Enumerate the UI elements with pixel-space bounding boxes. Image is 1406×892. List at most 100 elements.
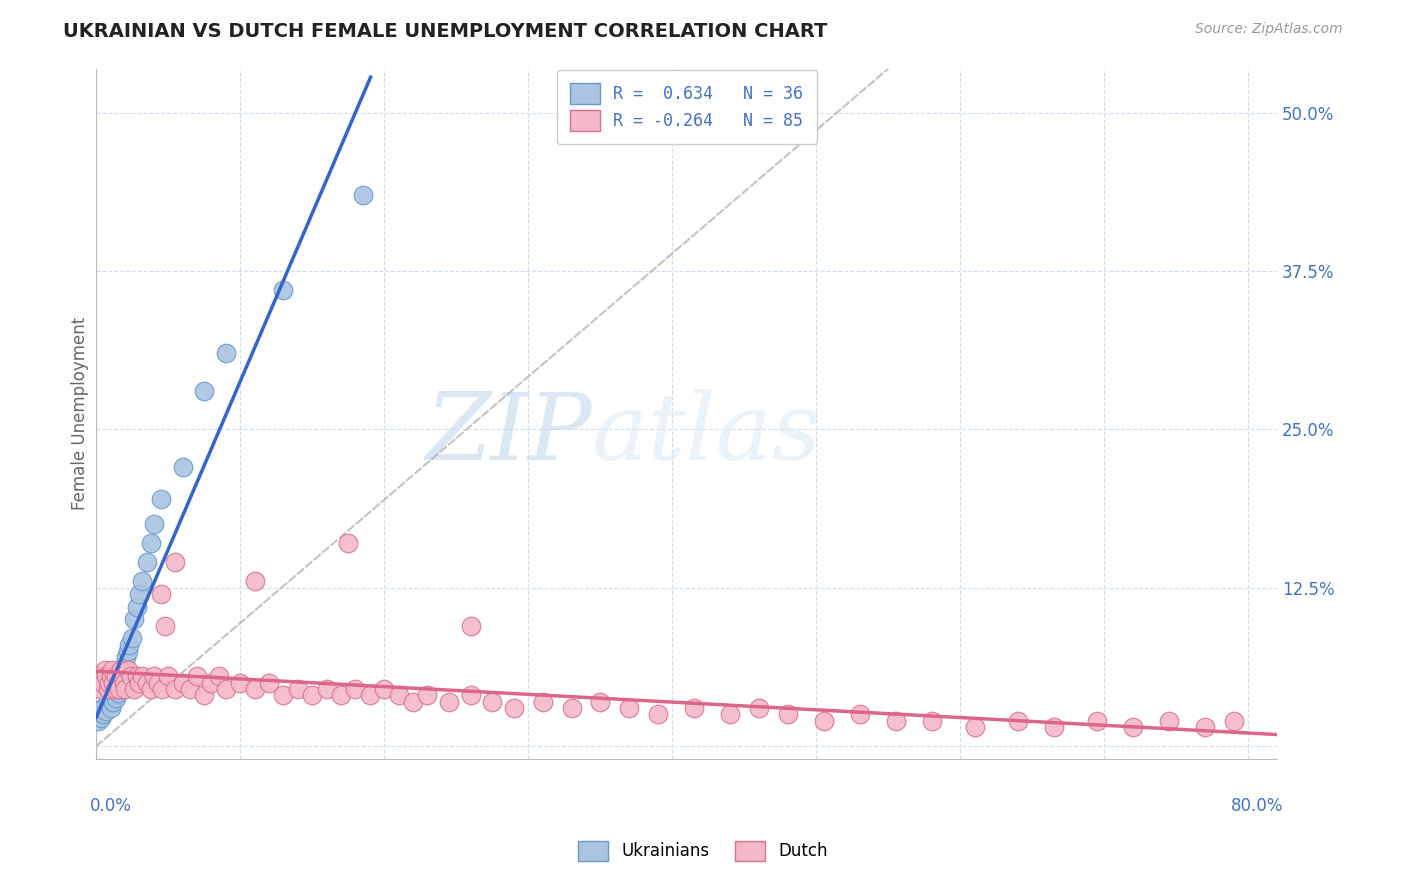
Point [1007,714,1029,728]
Point [1159,714,1181,728]
Point [108,682,131,697]
Point [243,682,266,697]
Point [94,663,117,677]
Point [273,283,295,297]
Point [114,682,136,697]
Point [107,678,129,692]
Point [186,669,208,683]
Point [96,704,118,718]
Point [128,587,150,601]
Point [718,707,741,722]
Point [647,707,669,722]
Point [1043,720,1066,734]
Point [200,675,222,690]
Point [208,669,231,683]
Point [104,682,127,697]
Point [103,695,125,709]
Point [179,682,201,697]
Point [373,682,395,697]
Point [107,686,129,700]
Point [921,714,943,728]
Point [589,695,612,709]
Point [963,720,986,734]
Point [110,663,132,677]
Legend: Ukrainians, Dutch: Ukrainians, Dutch [572,834,834,868]
Point [97,682,120,697]
Point [416,689,439,703]
Point [229,675,252,690]
Point [531,695,554,709]
Point [330,689,353,703]
Point [135,556,157,570]
Point [107,675,129,690]
Legend: R =  0.634   N = 36, R = -0.264   N = 85: R = 0.634 N = 36, R = -0.264 N = 85 [557,70,817,144]
Point [683,701,706,715]
Point [97,695,120,709]
Point [131,574,153,589]
Point [91,669,114,683]
Point [776,707,799,722]
Point [165,556,187,570]
Point [117,663,139,677]
Point [86,669,108,683]
Point [142,517,165,532]
Point [402,695,425,709]
Point [93,675,115,690]
Point [122,682,145,697]
Text: 0.0%: 0.0% [90,797,132,814]
Point [139,682,162,697]
Point [105,690,128,705]
Text: UKRAINIAN VS DUTCH FEMALE UNEMPLOYMENT CORRELATION CHART: UKRAINIAN VS DUTCH FEMALE UNEMPLOYMENT C… [63,22,828,41]
Point [128,675,150,690]
Point [150,492,173,507]
Point [103,675,125,690]
Point [100,669,122,683]
Point [503,701,526,715]
Point [301,689,323,703]
Point [115,650,138,665]
Point [243,574,266,589]
Point [86,714,108,728]
Point [1122,720,1144,734]
Point [114,657,136,671]
Point [112,663,135,677]
Point [155,619,177,633]
Point [110,682,132,697]
Point [437,695,460,709]
Point [352,188,374,202]
Point [388,689,411,703]
Point [359,689,381,703]
Point [287,682,309,697]
Point [101,663,124,677]
Point [139,536,162,550]
Point [1223,714,1246,728]
Point [118,638,141,652]
Point [215,346,238,360]
Text: Source: ZipAtlas.com: Source: ZipAtlas.com [1195,22,1343,37]
Point [337,536,360,550]
Point [150,587,173,601]
Point [104,682,127,697]
Text: ZIP: ZIP [426,390,592,479]
Point [165,682,187,697]
Point [111,669,134,683]
Point [98,675,121,690]
Point [1194,720,1216,734]
Point [117,644,139,658]
Point [617,701,640,715]
Point [135,675,157,690]
Point [813,714,835,728]
Point [460,689,482,703]
Point [111,669,134,683]
Point [125,599,148,614]
Point [120,669,142,683]
Point [90,711,112,725]
Point [172,460,194,475]
Point [172,675,194,690]
Point [157,669,180,683]
Point [560,701,582,715]
Point [100,701,122,715]
Point [93,707,115,722]
Text: atlas: atlas [592,390,821,479]
Point [315,682,337,697]
